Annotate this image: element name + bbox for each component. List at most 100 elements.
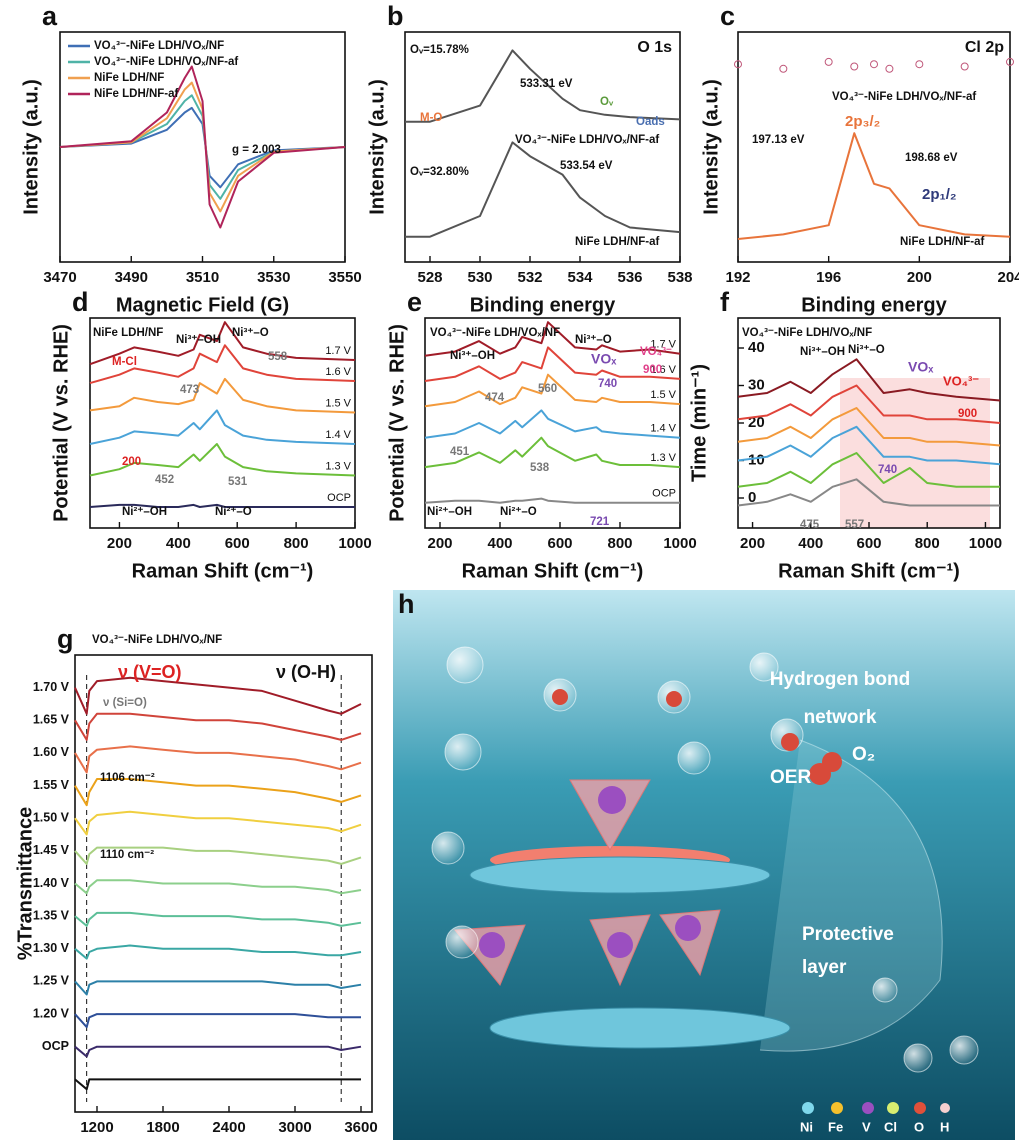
v-atoms (479, 786, 701, 958)
panel-h-labels: h Hydrogen bond network OER O₂ Protective laye… (398, 589, 949, 1134)
x-tick-label: 600 (547, 535, 572, 552)
series-label: 1.3 V (650, 452, 676, 464)
x-axis-label: Magnetic Field (G) (116, 294, 289, 316)
panel-letter: d (72, 287, 89, 317)
series-label: 1.7 V (650, 339, 676, 351)
annotation: NiFe LDH/NF-af (900, 236, 985, 248)
data-point (885, 64, 894, 73)
y-tick-label: 40 (748, 339, 765, 356)
annotation: 900 (643, 364, 662, 376)
annotation: NiFe LDH/NF-af (575, 236, 660, 248)
series-line (74, 911, 362, 927)
x-tick-label: 536 (617, 269, 642, 286)
series-line (424, 373, 681, 408)
annotation: 531 (228, 476, 248, 488)
annotation: 452 (155, 474, 174, 486)
annotation: ν (V=O) (118, 662, 182, 682)
x-tick-label: 1000 (663, 535, 696, 552)
panel-g: gWavenumbers (cm⁻¹)%Transmittance1200180… (14, 624, 377, 1136)
series-line (89, 409, 356, 445)
y-axis-label: Potential (V vs. RHE) (50, 324, 72, 522)
series-label: OCP (652, 488, 676, 500)
panel-letter: f (720, 287, 730, 317)
series-label: 1.70 V (33, 680, 70, 694)
series-line (737, 425, 1001, 466)
panel-e: e Raman Shift (cm⁻¹) Potential (V vs. RHE)… (386, 287, 696, 582)
y-tick-label: 30 (748, 376, 765, 393)
series-line (74, 944, 362, 960)
annotation: Ni²⁺–O (215, 506, 252, 518)
panel-h (393, 590, 1015, 1140)
annotation: 2p₃/₂ (845, 113, 880, 130)
series-line (74, 1013, 361, 1029)
data-point (850, 62, 859, 71)
y-axis-label: Intensity (a.u.) (700, 79, 722, 215)
annotation: O 1s (637, 39, 672, 56)
series-line (89, 503, 355, 508)
x-axis-label: Raman Shift (cm⁻¹) (462, 560, 644, 582)
series-label: OCP (42, 1039, 69, 1053)
y-axis-label: Potential (V vs. RHE) (386, 324, 408, 522)
plot-frame (737, 31, 1011, 263)
x-tick-label: 3510 (186, 269, 219, 286)
x-tick-label: 3530 (257, 269, 290, 286)
annotation: 557 (845, 519, 864, 531)
annotation: Ni³⁺–OH (176, 334, 221, 346)
annotation: Cl 2p (965, 39, 1004, 56)
annotation: ν (Si=O) (103, 697, 147, 709)
annotation: NiFe LDH/NF (93, 327, 163, 339)
annotation: VO₄³⁻-NiFe LDH/VOₓ/NF (742, 327, 872, 339)
series-line (737, 384, 1001, 424)
series-label: 1.3 V (325, 460, 351, 472)
x-tick-label: 800 (607, 535, 632, 552)
series-line (74, 846, 362, 865)
series-line (405, 141, 681, 238)
legend-label: NiFe LDH/NF-af (94, 88, 179, 100)
annotation: Ni³⁺–O (848, 344, 885, 356)
series-line (74, 810, 362, 836)
series-line (74, 1078, 361, 1091)
x-tick-label: 3550 (328, 269, 361, 286)
y-tick-label: 10 (748, 451, 765, 468)
annotation: ν (O-H) (276, 662, 336, 682)
x-tick-label: 200 (427, 535, 452, 552)
element-legend-label: Fe (828, 1119, 843, 1134)
annotation: VO₄³⁻-NiFe LDH/VOₓ/NF-af (832, 91, 976, 103)
x-tick-label: 204 (997, 269, 1019, 286)
x-tick-label: 400 (798, 535, 823, 552)
x-tick-label: 1000 (969, 535, 1002, 552)
panel-a: a Magnetic Field (G) Intensity (a.u.) 3470 3… (20, 1, 361, 316)
element-legend-label: Cl (884, 1119, 897, 1134)
series-label: 1.6 V (325, 366, 351, 378)
series-line (424, 436, 681, 469)
x-tick-label: 3600 (344, 1119, 377, 1136)
x-tick-label: 3000 (278, 1119, 311, 1136)
element-legend-label: O (914, 1119, 924, 1134)
series-line (74, 879, 362, 895)
x-tick-label: 200 (907, 269, 932, 286)
x-tick-label: 534 (567, 269, 593, 286)
y-axis-label: Intensity (a.u.) (366, 79, 388, 215)
series-line (89, 321, 356, 366)
series-line (74, 676, 362, 715)
annotation: Ni²⁺–OH (122, 506, 167, 518)
annotation: 1106 cm⁻² (100, 772, 155, 784)
annotation: Oᵥ (600, 96, 614, 108)
panel-c: c Binding energy Intensity (a.u.) 192 196 200… (700, 1, 1019, 316)
x-tick-label: 196 (816, 269, 841, 286)
series-line (74, 980, 362, 996)
x-axis-label: Binding energy (470, 294, 616, 316)
series-line (59, 65, 346, 229)
x-tick-label: 600 (856, 535, 881, 552)
panel-b: b Binding energy Intensity (a.u.) 528 530 532… (366, 1, 692, 316)
panel-letter: g (57, 624, 74, 654)
series-label: 1.5 V (325, 397, 351, 409)
series-label: 1.35 V (33, 908, 70, 922)
annotation: Ni²⁺–O (500, 506, 537, 518)
series-label: 1.7 V (325, 345, 351, 357)
annotation: 900 (958, 408, 977, 420)
series-label: 1.60 V (33, 745, 70, 759)
annotation: M-O (420, 112, 442, 124)
series-label: 1.65 V (33, 713, 70, 727)
